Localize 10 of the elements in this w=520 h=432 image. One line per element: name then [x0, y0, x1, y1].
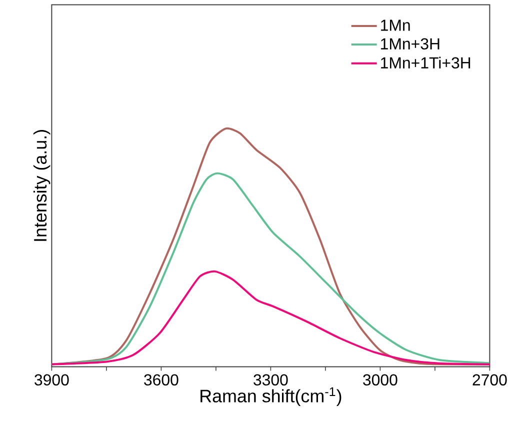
x-tick-label: 3600 — [144, 374, 178, 386]
legend-label: 1Mn+1Ti+3H — [381, 56, 470, 68]
x-axis-title: Raman shift(cm$^{-1}$) — [200, 387, 342, 406]
legend-label: 1Mn+3H — [381, 38, 440, 50]
legend-label: 1Mn — [381, 20, 410, 31]
y-axis-title: Intensity (a.u.) — [33, 130, 50, 241]
x-tick-label: 3000 — [363, 374, 398, 386]
x-tick-label: 2700 — [472, 374, 507, 386]
x-tick-label: 3900 — [34, 374, 69, 386]
x-tick-label: 3300 — [254, 374, 288, 386]
